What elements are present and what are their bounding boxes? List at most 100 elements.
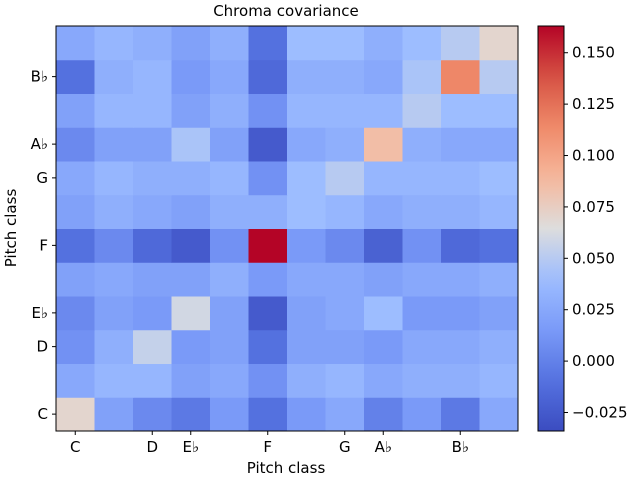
heatmap-cell: [248, 228, 288, 263]
heatmap-cell: [133, 161, 172, 196]
heatmap-cell: [479, 397, 519, 432]
y-axis-label: Pitch class: [2, 189, 20, 268]
heatmap-cell: [402, 296, 442, 331]
heatmap-cell: [325, 363, 365, 398]
heatmap-cell: [56, 228, 95, 263]
plot-frame: [55, 25, 519, 432]
heatmap-cell: [133, 127, 172, 162]
heatmap-cell: [94, 194, 134, 229]
heatmap-cell: [94, 329, 134, 364]
heatmap-cell: [94, 228, 134, 263]
heatmap-cell: [402, 262, 442, 297]
heatmap-cell: [325, 93, 365, 128]
heatmap-cell: [364, 228, 403, 263]
x-tick-label: B♭: [452, 438, 469, 456]
heatmap-cell: [94, 127, 134, 162]
heatmap-cell: [210, 59, 249, 94]
heatmap-cell: [133, 329, 172, 364]
y-axis: C D E♭ F G A♭ B♭: [31, 68, 56, 423]
colorbar-tick-label: 0.125: [572, 95, 615, 113]
heatmap-cell: [441, 161, 480, 196]
heatmap-cell: [441, 59, 480, 94]
heatmap-cell: [248, 262, 288, 297]
heatmap-cell: [248, 329, 288, 364]
heatmap-cell: [210, 363, 249, 398]
heatmap-cell: [56, 93, 95, 128]
heatmap-cell: [402, 26, 442, 61]
heatmap-cell: [94, 93, 134, 128]
y-tick-label: F: [39, 236, 48, 254]
heatmap-cell: [133, 194, 172, 229]
heatmap-cell: [248, 397, 288, 432]
heatmap-cell: [479, 26, 519, 61]
heatmap-cell: [248, 363, 288, 398]
heatmap-cell: [325, 26, 365, 61]
heatmap-cell: [56, 161, 95, 196]
heatmap-cell: [325, 329, 365, 364]
colorbar-tick-label: 0.075: [572, 198, 615, 216]
heatmap-cell: [325, 262, 365, 297]
heatmap-cell: [56, 26, 95, 61]
heatmap-cell: [479, 296, 519, 331]
heatmap-cell: [56, 194, 95, 229]
colorbar-tick-label: 0.100: [572, 147, 615, 165]
heatmap-cell: [94, 363, 134, 398]
heatmap-cell: [56, 59, 95, 94]
y-tick-label: A♭: [31, 135, 48, 153]
x-tick-label: E♭: [182, 438, 199, 456]
heatmap-cell: [364, 397, 403, 432]
heatmap-cell: [364, 329, 403, 364]
heatmap-cell: [402, 329, 442, 364]
colorbar-ticks: −0.025 0.000 0.025 0.050 0.075 0.100 0.125 0.15…: [564, 44, 628, 421]
heatmap-cell: [248, 26, 288, 61]
colorbar-tick-label: 0.000: [572, 352, 615, 370]
heatmap-cell: [133, 59, 172, 94]
heatmap-cell: [287, 397, 326, 432]
x-tick-label: C: [70, 438, 80, 456]
heatmap-cell: [325, 228, 365, 263]
heatmap-cell: [441, 194, 480, 229]
heatmap-cell: [133, 93, 172, 128]
heatmap-cell: [171, 228, 211, 263]
heatmap-cell: [287, 329, 326, 364]
heatmap-cell: [171, 363, 211, 398]
heatmap-cell: [133, 397, 172, 432]
heatmap-cell: [441, 363, 480, 398]
heatmap-cell: [479, 329, 519, 364]
heatmap-cell: [441, 329, 480, 364]
heatmap-cell: [325, 127, 365, 162]
heatmap-cell: [94, 161, 134, 196]
heatmap-cell: [441, 296, 480, 331]
heatmap-cell: [479, 93, 519, 128]
heatmap-cell: [171, 194, 211, 229]
heatmap-cell: [441, 262, 480, 297]
heatmap-cell: [171, 127, 211, 162]
heatmap-cell: [248, 59, 288, 94]
heatmap-cell: [287, 93, 326, 128]
heatmap-cell: [287, 127, 326, 162]
heatmap-cell: [94, 397, 134, 432]
heatmap-cell: [325, 161, 365, 196]
heatmap-cell: [56, 262, 95, 297]
heatmap-cell: [287, 228, 326, 263]
heatmap-cell: [402, 93, 442, 128]
heatmap-cell: [287, 194, 326, 229]
heatmap-cell: [133, 363, 172, 398]
x-axis: C D E♭ F G A♭ B♭: [70, 431, 469, 456]
heatmap-cell: [210, 262, 249, 297]
heatmap-cell: [248, 296, 288, 331]
heatmap-cell: [287, 161, 326, 196]
heatmap-cell: [325, 296, 365, 331]
heatmap-cell: [171, 262, 211, 297]
heatmap-cell: [364, 93, 403, 128]
heatmap-cell: [248, 127, 288, 162]
heatmap-cell: [441, 26, 480, 61]
heatmap-cell: [402, 397, 442, 432]
heatmap-cell: [171, 93, 211, 128]
x-tick-label: G: [339, 438, 351, 456]
heatmap-cell: [171, 59, 211, 94]
heatmap-cells: [56, 26, 519, 432]
heatmap-cell: [402, 161, 442, 196]
heatmap-cell: [171, 329, 211, 364]
heatmap-cell: [441, 93, 480, 128]
